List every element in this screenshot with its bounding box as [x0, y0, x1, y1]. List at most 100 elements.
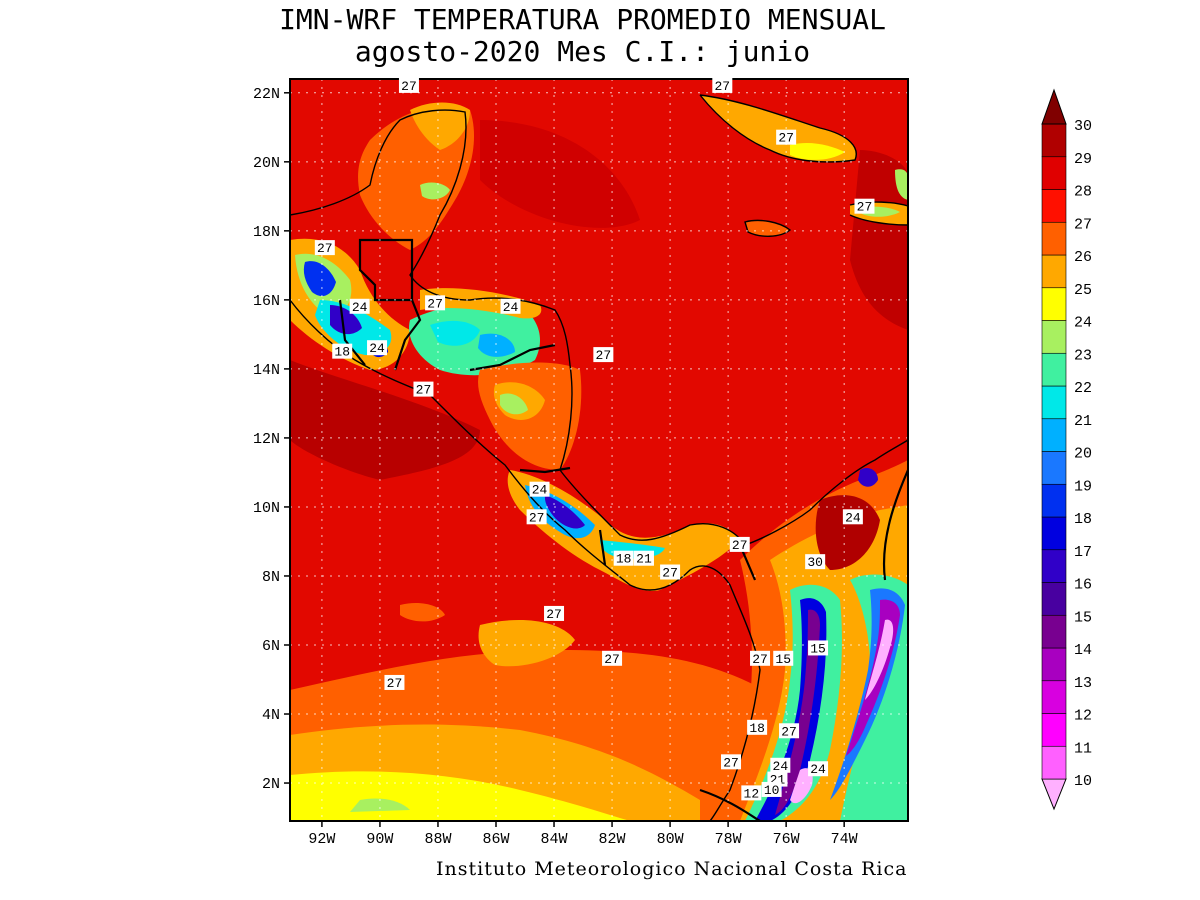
border-guatemala-honduras [393, 299, 422, 371]
colorbar-label: 10 [1074, 773, 1092, 790]
map-frame [289, 78, 909, 822]
land-yucatan-cool [420, 182, 450, 200]
contour-label: 27 [776, 129, 797, 146]
map-axes: 22N 20N 18N 16N 14N 12N 10N 8N 6N 4N 2N 92W 90W 88W 86… [253, 86, 858, 848]
colorbar-box [1041, 614, 1067, 649]
lon-label: 78W [715, 831, 742, 848]
coastline-caribbean [290, 109, 908, 546]
svg-text:12: 12 [744, 786, 760, 801]
colorbar-box [1041, 516, 1067, 551]
svg-text:24: 24 [810, 762, 826, 777]
lon-label: 86W [482, 831, 509, 848]
field-29-pacific [290, 360, 480, 480]
colorbar-label: 23 [1074, 347, 1092, 364]
coastline-jamaica [744, 219, 792, 237]
lon-label: 88W [424, 831, 451, 848]
border-belize-guatemala [358, 238, 414, 302]
colorbar-label: 20 [1074, 446, 1092, 463]
svg-text:30: 30 [807, 555, 823, 570]
land-hispaniola-north [895, 169, 908, 200]
border-colombia-venezuela [883, 469, 908, 581]
border-nicaragua-costarica [519, 466, 571, 474]
contour-label: 27 [712, 77, 733, 94]
svg-text:24: 24 [352, 300, 368, 315]
contour-label: 27 [593, 347, 614, 363]
colorbar-label: 13 [1074, 675, 1092, 692]
title-line-1: IMN-WRF TEMPERATURA PROMEDIO MENSUAL [279, 3, 886, 36]
svg-text:27: 27 [723, 755, 739, 770]
colorbar-label: 11 [1074, 740, 1092, 757]
svg-text:27: 27 [604, 652, 620, 667]
colorbar-box [1041, 680, 1067, 714]
land-costarica-cold [544, 495, 585, 529]
lat-label: 16N [253, 293, 280, 310]
lat-label: 4N [262, 707, 280, 724]
svg-text:15: 15 [810, 641, 826, 656]
colorbar-label: 22 [1074, 380, 1092, 397]
colorbar-label: 17 [1074, 544, 1092, 561]
colorbar-label: 12 [1074, 708, 1092, 725]
colorbar-label: 25 [1074, 282, 1092, 299]
lon-label: 84W [541, 831, 568, 848]
borders [338, 238, 908, 821]
land-chiapas-cold [303, 261, 336, 297]
lat-label: 2N [262, 776, 280, 793]
svg-text:27: 27 [596, 348, 612, 363]
land-guatemala-cold [330, 305, 362, 335]
colorbar-box [1041, 451, 1067, 485]
land-sierra-nevada [858, 468, 878, 487]
contour-label: 27 [660, 564, 681, 581]
contour-label: 21 [633, 550, 654, 567]
svg-text:18: 18 [749, 721, 765, 736]
svg-text:21: 21 [636, 552, 652, 567]
lat-label: 20N [253, 155, 280, 172]
colorbar-box [1041, 647, 1067, 682]
contour-label: 27 [544, 605, 565, 622]
colorbar: 10 11 12 13 14 15 16 17 18 19 20 21 22 23 24 25 26 27 28 29… [1041, 88, 1092, 811]
contour-label: 27 [779, 723, 800, 739]
colorbar-label: 27 [1074, 216, 1092, 233]
lat-label: 12N [253, 431, 280, 448]
colorbar-max-arrow [1041, 88, 1067, 125]
field-29-caribbean-north [480, 120, 640, 228]
colorbar-label: 28 [1074, 184, 1092, 201]
land-andes-coldest [775, 609, 820, 815]
land-honduras-cool [409, 303, 540, 376]
svg-text:10: 10 [764, 783, 780, 798]
contour-label: 24 [349, 298, 370, 315]
title-line-2: agosto-2020 Mes C.I.: junio [354, 35, 811, 68]
colorbar-label: 29 [1074, 151, 1092, 168]
svg-text:27: 27 [662, 566, 678, 581]
colorbar-label: 19 [1074, 478, 1092, 495]
colorbar-box [1041, 352, 1067, 387]
svg-text:18: 18 [334, 345, 350, 360]
contour-label: 30 [805, 554, 826, 570]
svg-text:24: 24 [369, 341, 385, 356]
colorbar-box [1041, 385, 1067, 420]
contour-label: 10 [761, 781, 782, 798]
temperature-field [290, 79, 908, 821]
contour-label: 27 [413, 381, 434, 398]
contour-label: 24 [529, 481, 550, 498]
svg-text:27: 27 [416, 383, 432, 398]
contour-label: 27 [729, 536, 750, 553]
field-29-caribbean-east [850, 150, 908, 330]
lat-label: 14N [253, 362, 280, 379]
contour-label: 24 [367, 340, 388, 356]
colorbar-box [1041, 418, 1067, 452]
svg-text:27: 27 [529, 510, 545, 525]
land-honduras-cold-2 [478, 333, 515, 357]
contour-labels: 27 27 27 27 27 24 27 24 18 24 27 27 24 27 24 27 18 21 30 27… [314, 77, 875, 801]
contour-label: 24 [842, 509, 863, 525]
field-23-south [350, 798, 410, 812]
land-andes-peak [790, 768, 813, 804]
colorbar-box [1041, 254, 1067, 289]
colorbar-min-arrow [1041, 778, 1067, 811]
contour-label: 18 [332, 343, 353, 360]
coastline-pacific [290, 299, 761, 821]
svg-text:27: 27 [781, 724, 797, 739]
land-nicaragua-cool [500, 393, 528, 415]
svg-text:24: 24 [845, 510, 861, 525]
svg-text:24: 24 [503, 300, 519, 315]
colorbar-label: 15 [1074, 609, 1092, 626]
